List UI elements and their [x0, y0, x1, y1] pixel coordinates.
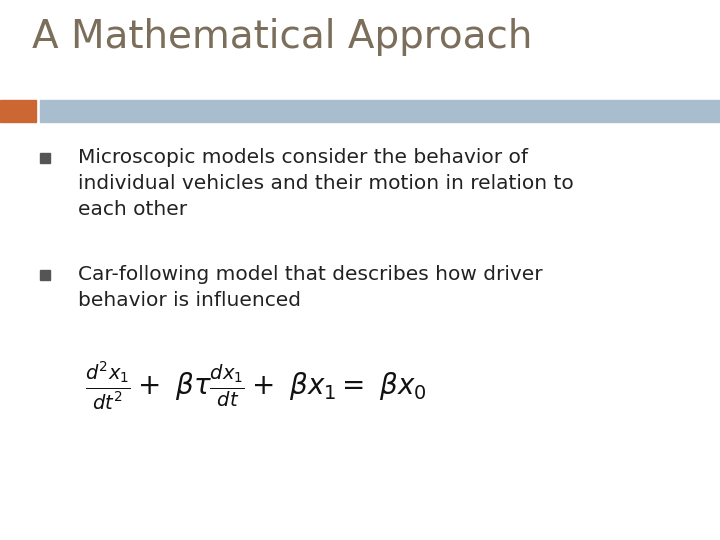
Bar — [0, 100, 36, 122]
Text: $\frac{d^2 x_1}{dt^2} + \ \beta\tau \frac{dx_1}{dt} + \ \beta x_1 = \ \beta x_0$: $\frac{d^2 x_1}{dt^2} + \ \beta\tau \fra… — [85, 360, 427, 413]
Text: individual vehicles and their motion in relation to: individual vehicles and their motion in … — [78, 174, 574, 193]
Text: A Mathematical Approach: A Mathematical Approach — [32, 18, 532, 56]
Text: behavior is influenced: behavior is influenced — [78, 291, 301, 310]
Text: Car-following model that describes how driver: Car-following model that describes how d… — [78, 265, 543, 284]
Bar — [40, 270, 50, 280]
Text: each other: each other — [78, 200, 187, 219]
Bar — [40, 100, 720, 122]
Bar — [40, 153, 50, 163]
Text: Microscopic models consider the behavior of: Microscopic models consider the behavior… — [78, 148, 528, 167]
